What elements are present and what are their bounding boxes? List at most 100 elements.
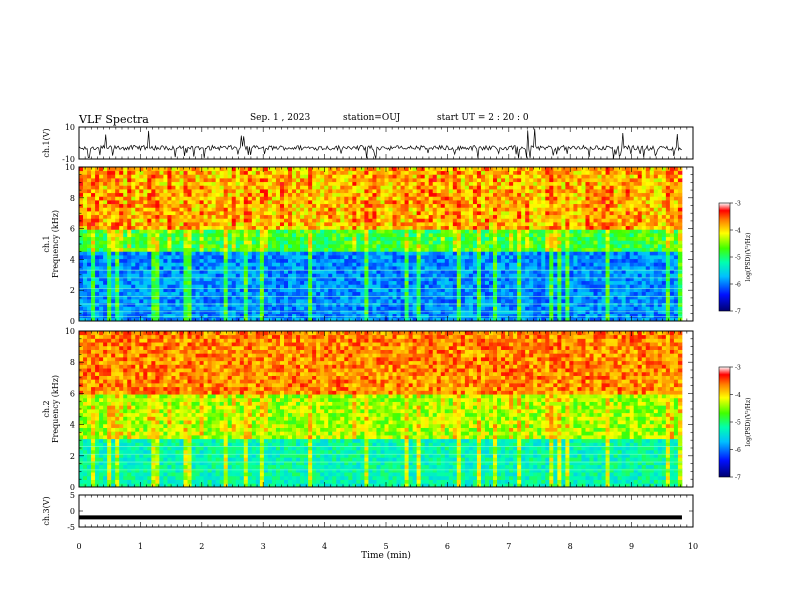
spectrogram-cell xyxy=(227,236,233,241)
spectrogram-cell xyxy=(336,258,341,263)
spectrogram-cell xyxy=(91,244,96,249)
spectrogram-cell xyxy=(171,196,176,201)
spectrogram-cell xyxy=(404,218,410,223)
spectrogram-cell xyxy=(292,266,297,271)
spectrogram-cell xyxy=(215,189,221,194)
spectrogram-cell xyxy=(472,229,478,234)
spectrogram-cell xyxy=(275,266,281,271)
spectrogram-cell xyxy=(139,218,144,223)
spectrogram-cell xyxy=(432,280,438,285)
spectrogram-cell xyxy=(396,211,401,216)
spectrogram-cell xyxy=(392,214,397,219)
spectrogram-cell xyxy=(79,244,84,249)
spectrogram-cell xyxy=(432,214,438,219)
spectrogram-cell xyxy=(163,181,168,186)
spectrogram-cell xyxy=(408,255,414,260)
spectrogram-cell xyxy=(83,192,88,197)
spectrogram-cell xyxy=(380,262,385,267)
spectrogram-cell xyxy=(171,207,176,212)
spectrogram-cell xyxy=(352,218,357,223)
spectrogram-cell xyxy=(219,185,225,190)
spectrogram-cell xyxy=(288,185,293,190)
spectrogram-cell xyxy=(187,236,192,241)
spectrogram-cell xyxy=(324,218,329,223)
spectrogram-cell xyxy=(312,174,317,179)
spectrogram-cell xyxy=(284,211,289,216)
spectrogram-cell xyxy=(292,214,297,219)
spectrogram-cell xyxy=(300,255,305,260)
spectrogram-cell xyxy=(247,306,253,311)
spectrogram-cell xyxy=(328,181,333,186)
spectrogram-cell xyxy=(87,288,92,293)
spectrogram-cell xyxy=(191,233,196,238)
spectrogram-cell xyxy=(271,207,277,212)
spectrogram-cell xyxy=(183,299,188,304)
spectrogram-cell xyxy=(284,262,289,267)
spectrogram-cell xyxy=(300,170,305,175)
spectrogram-cell xyxy=(505,255,510,260)
spectrogram-cell xyxy=(440,288,446,293)
spectrogram-cell xyxy=(529,273,534,278)
spectrogram-cell xyxy=(428,280,434,285)
spectrogram-cell xyxy=(368,306,373,311)
spectrogram-cell xyxy=(195,291,200,296)
spectrogram-cell xyxy=(456,222,462,227)
spectrogram-cell xyxy=(412,288,418,293)
spectrogram-cell xyxy=(440,233,446,238)
spectrogram-cell xyxy=(284,229,289,234)
spectrogram-cell xyxy=(424,306,430,311)
spectrogram-cell xyxy=(123,262,128,267)
spectrogram-cell xyxy=(87,262,92,267)
spectrogram-cell xyxy=(87,174,92,179)
spectrogram-cell xyxy=(328,299,333,304)
spectrogram-cell xyxy=(211,181,217,186)
spectrogram-cell xyxy=(424,203,430,208)
spectrogram-cell xyxy=(340,258,345,263)
spectrogram-cell xyxy=(267,222,273,227)
spectrogram-cell xyxy=(203,189,209,194)
spectrogram-cell xyxy=(312,313,317,318)
spectrogram-cell xyxy=(179,317,184,322)
spectrogram-cell xyxy=(300,233,305,238)
spectrogram-cell xyxy=(211,203,217,208)
spectrogram-cell xyxy=(420,189,426,194)
spectrogram-cell xyxy=(271,222,277,227)
spectrogram-cell xyxy=(183,295,188,300)
spectrogram-cell xyxy=(312,247,317,252)
spectrogram-cell xyxy=(497,174,502,179)
spectrogram-cell xyxy=(521,222,526,227)
spectrogram-cell xyxy=(219,299,225,304)
spectrogram-cell xyxy=(175,174,180,179)
spectrogram-cell xyxy=(460,251,466,256)
spectrogram-cell xyxy=(356,295,361,300)
spectrogram-cell xyxy=(352,196,357,201)
spectrogram-cell xyxy=(231,225,237,230)
spectrogram-cell xyxy=(191,295,196,300)
spectrogram-cell xyxy=(444,262,450,267)
spectrogram-cell xyxy=(99,214,104,219)
spectrogram-cell xyxy=(103,233,108,238)
spectrogram-cell xyxy=(316,200,321,205)
spectrogram-cell xyxy=(348,170,353,175)
spectrogram-cell xyxy=(87,181,92,186)
spectrogram-cell xyxy=(416,280,422,285)
spectrogram-cell xyxy=(163,295,168,300)
spectrogram-cell xyxy=(163,233,168,238)
spectrogram-cell xyxy=(396,192,401,197)
spectrogram-cell xyxy=(525,262,530,267)
spectrogram-cell xyxy=(332,244,337,249)
spectrogram-cell xyxy=(388,214,393,219)
spectrogram-cell xyxy=(517,192,522,197)
spectrogram-cell xyxy=(484,189,490,194)
spectrogram-cell xyxy=(199,214,205,219)
spectrogram-cell xyxy=(356,225,361,230)
spectrogram-cell xyxy=(440,240,446,245)
spectrogram-cell xyxy=(489,189,494,194)
spectrogram-cell xyxy=(521,244,526,249)
spectrogram-cell xyxy=(452,244,458,249)
spectrogram-cell xyxy=(91,277,96,282)
spectrogram-cell xyxy=(135,262,140,267)
spectrogram-cell xyxy=(505,317,510,322)
spectrogram-cell xyxy=(296,233,301,238)
spectrogram-cell xyxy=(179,218,184,223)
